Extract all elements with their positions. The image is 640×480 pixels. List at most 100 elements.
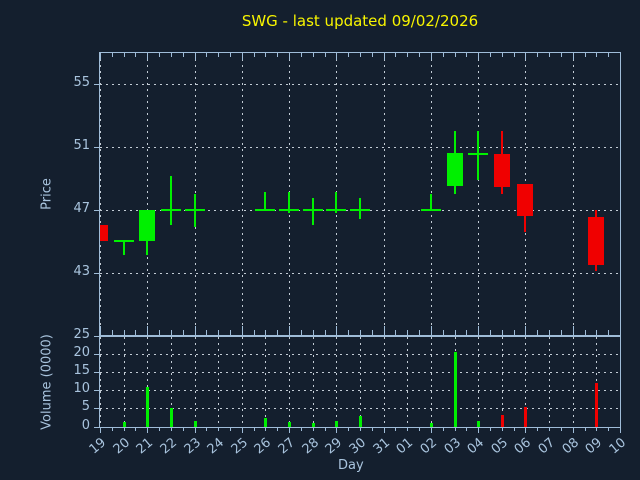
candle-wick-day-27 [288,192,290,213]
volume-xtick-outer [419,428,420,431]
price-xtick-inner-top [254,53,255,57]
volume-ytick-label: 25 [73,327,90,342]
price-xtick-inner-top [112,53,113,57]
price-xtick-inner-top [395,53,396,57]
price-xtick-inner-top [301,53,302,57]
price-xtick-inner-top [596,53,597,57]
volume-xtick-outer [372,428,373,431]
price-xtick-inner-top [372,53,373,57]
price-xtick-inner-top [195,53,196,60]
volume-bar-day-23 [194,421,197,427]
volume-vgridline [289,337,290,427]
price-xtick-inner [561,330,562,335]
candle-wick-day-30 [359,198,361,219]
volume-xtick-outer [502,428,503,431]
volume-xtick-outer [301,428,302,431]
price-xtick-inner-top [183,53,184,57]
candle-wick-day-04 [477,131,479,180]
price-xtick-inner-top [325,53,326,57]
price-xtick-inner [348,330,349,335]
price-xtick-inner-top [135,53,136,57]
volume-bar-day-27 [288,422,291,427]
volume-vgridline [502,337,503,427]
price-xtick-inner-top [206,53,207,57]
volume-xtick-outer [443,428,444,431]
price-xtick-inner [242,326,243,335]
volume-bar-day-06 [524,407,527,427]
price-xtick-inner-top [265,53,266,57]
candle-wick-day-22 [170,176,172,225]
price-xtick-inner [490,330,491,335]
candle-body-day-09 [588,217,604,265]
price-xtick-inner [313,330,314,335]
price-xtick-inner [466,330,467,335]
price-xtick-inner-top [443,53,444,57]
volume-bar-day-02 [430,423,433,427]
price-vgridline [573,53,574,335]
price-gridline-43 [100,273,620,274]
volume-xtick-outer [230,428,231,431]
price-xtick-inner [230,330,231,335]
price-xtick-inner [336,326,337,335]
volume-vgridline [242,337,243,427]
price-xtick-inner-top [100,53,101,60]
volume-xtick-outer [384,428,385,433]
price-xtick-inner-top [289,53,290,60]
volume-xtick-outer [596,428,597,431]
volume-ytick [94,390,100,391]
price-xtick-inner [431,326,432,335]
price-xtick-inner [159,330,160,335]
volume-xtick-outer [206,428,207,431]
price-xtick-inner [265,330,266,335]
volume-xtick-outer [147,428,148,433]
price-vgridline [242,53,243,335]
candle-wick-day-20 [123,241,125,255]
price-xtick-inner [325,330,326,335]
price-vgridline [478,53,479,335]
volume-xtick-outer [490,428,491,431]
price-xtick-inner [585,330,586,335]
price-xtick-inner-top [336,53,337,60]
price-xtick-inner [171,330,172,335]
volume-xtick-outer [112,428,113,431]
price-xtick-inner-top [573,53,574,60]
candle-doji-day-28 [303,209,323,211]
volume-vgridline [313,337,314,427]
volume-xtick-outer [360,428,361,431]
candle-doji-day-29 [326,209,346,211]
price-xtick-inner [195,326,196,335]
volume-xtick-outer [336,428,337,433]
volume-vgridline [336,337,337,427]
volume-vgridline [573,337,574,427]
volume-vgridline [195,337,196,427]
price-xtick-inner [206,330,207,335]
volume-ytick-label: 10 [73,381,90,396]
price-xtick-inner-top [431,53,432,60]
volume-ytick-label: 15 [73,363,90,378]
price-xtick-inner [525,326,526,335]
volume-bar-day-21 [146,387,149,427]
candle-doji-day-04 [468,153,488,155]
chart-title: SWG - last updated 09/02/2026 [241,12,479,30]
volume-bar-day-05 [501,415,504,427]
candle-doji-day-27 [279,209,299,211]
candle-doji-day-02 [421,209,441,211]
volume-vgridline [407,337,408,427]
volume-xtick-outer [537,428,538,431]
volume-ytick [94,427,100,428]
price-xtick-inner-top [549,53,550,57]
volume-xtick-outer [608,428,609,431]
price-xtick-inner [443,330,444,335]
candle-doji-day-30 [350,209,370,211]
volume-xtick-outer [171,428,172,431]
volume-bar-day-09 [595,383,598,427]
price-xtick-inner [124,330,125,335]
price-ytick-label: 51 [73,138,90,153]
price-ytick [94,210,100,211]
candle-doji-day-23 [185,209,205,211]
volume-ytick-label: 0 [81,418,90,433]
price-ytick-label: 47 [73,201,90,216]
price-gridline-55 [100,84,620,85]
price-ytick-label: 43 [73,264,90,279]
